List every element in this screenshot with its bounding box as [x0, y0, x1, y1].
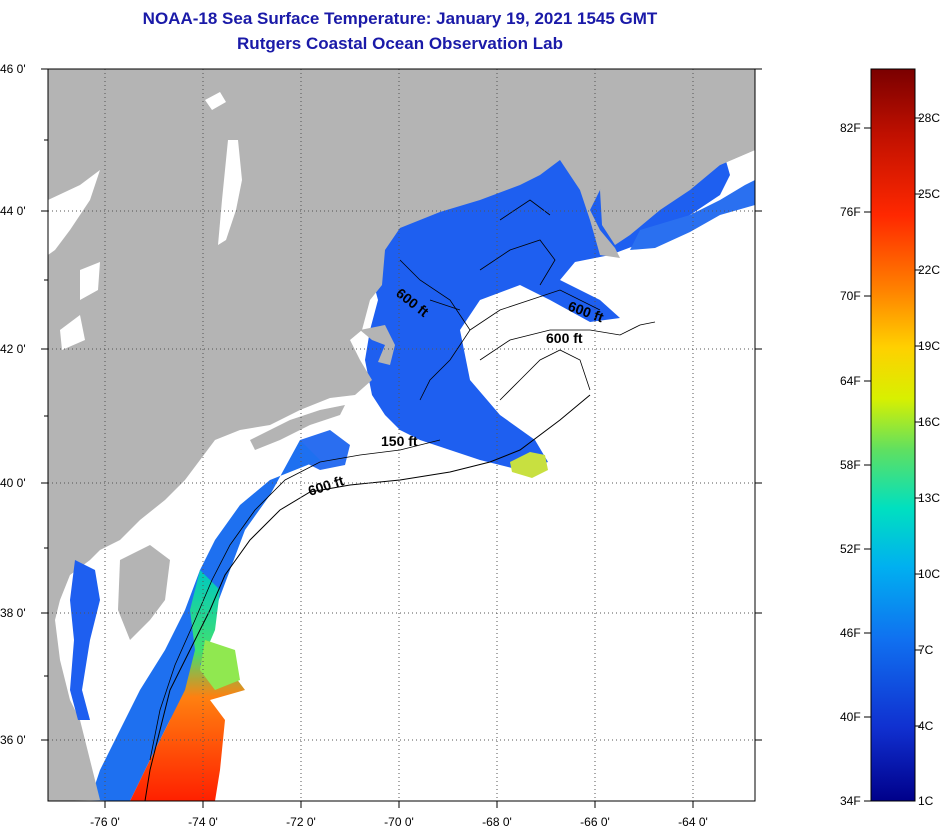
isobath-gulf-of-maine: [399, 199, 556, 401]
sst-hatteras: [130, 570, 245, 801]
sst-bay-of-fundy: [630, 180, 755, 250]
sst-offshore-green: [200, 640, 240, 690]
colorbar: [870, 68, 916, 802]
lon-label: -74 0': [188, 815, 218, 829]
lon-label: -66 0': [580, 815, 610, 829]
land-cape-cod: [360, 325, 395, 365]
lat-label: 46 0': [0, 62, 26, 76]
lon-label: -70 0': [384, 815, 414, 829]
map-title: NOAA-18 Sea Surface Temperature: January…: [142, 9, 658, 28]
chesapeake-bay: [70, 560, 100, 720]
colorbar-f-label: 52F: [840, 542, 861, 556]
colorbar-f-label: 70F: [840, 289, 861, 303]
lon-label: -76 0': [90, 815, 120, 829]
lat-label: 36 0': [0, 733, 26, 747]
colorbar-c-label: 7C: [918, 643, 934, 657]
land-nova-scotia: [600, 112, 755, 245]
lake-champlain: [218, 140, 242, 245]
isobath-600-shelf: [144, 394, 591, 801]
lake-ontario: [48, 170, 100, 255]
colorbar-c-label: 1C: [918, 794, 934, 808]
colorbar-c-label: 19C: [918, 339, 940, 353]
colorbar-f-label: 58F: [840, 458, 861, 472]
land-us-coast: [48, 69, 755, 801]
colorbar-c-label: 16C: [918, 415, 940, 429]
isobath-150-shelf: [149, 439, 441, 761]
lat-label: 40 0': [0, 476, 26, 490]
lat-label: 44 0': [0, 204, 26, 218]
colorbar-c-label: 10C: [918, 567, 940, 581]
colorbar-c-label: 28C: [918, 111, 940, 125]
lon-label: -68 0': [482, 815, 512, 829]
map-content: 600 ft 600 ft 600 ft 150 ft 600 ft: [48, 69, 755, 801]
colorbar-f-label: 46F: [840, 626, 861, 640]
colorbar-f-label: 64F: [840, 374, 861, 388]
colorbar-c-label: 25C: [918, 187, 940, 201]
lon-label: -72 0': [286, 815, 316, 829]
colorbar-f-label: 40F: [840, 710, 861, 724]
isobath-georges: [469, 289, 656, 401]
colorbar-f-label: 76F: [840, 205, 861, 219]
land-long-island: [250, 405, 345, 450]
colorbar-f-label: 82F: [840, 121, 861, 135]
colorbar-c-label: 4C: [918, 719, 934, 733]
map-border: [47, 68, 756, 802]
colorbar-c-label: 22C: [918, 263, 940, 277]
lon-label: -64 0': [678, 815, 708, 829]
axis-ticks: [41, 68, 762, 808]
sst-georges-warm: [510, 452, 548, 478]
colorbar-f-label: 34F: [840, 794, 861, 808]
lat-label: 42 0': [0, 342, 26, 356]
lat-label: 38 0': [0, 606, 26, 620]
isobath-label-georges-600: 600 ft: [546, 330, 583, 346]
lake-fragments: [60, 92, 226, 350]
land-delmarva: [118, 545, 170, 640]
map-subtitle: Rutgers Coastal Ocean Observation Lab: [237, 34, 563, 53]
colorbar-ticks: [864, 117, 921, 802]
colorbar-c-label: 13C: [918, 491, 940, 505]
